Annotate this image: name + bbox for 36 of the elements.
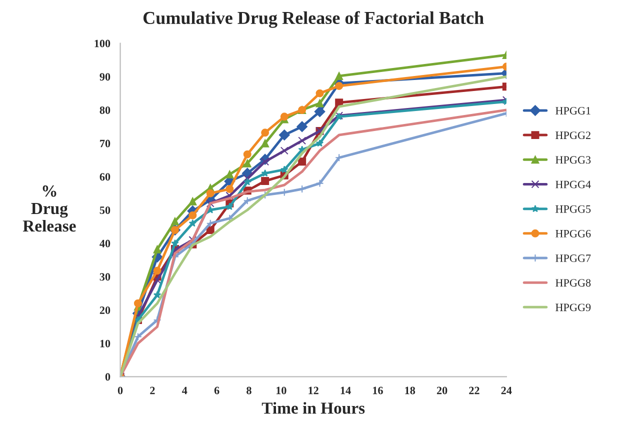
y-tick-label: 20 <box>100 306 110 314</box>
y-tick-label: 40 <box>100 240 110 248</box>
x-tick-label: 12 <box>308 386 318 394</box>
x-tick-label: 0 <box>118 386 123 394</box>
x-tick-label: 18 <box>405 386 416 394</box>
legend-label: HPGG5 <box>556 205 591 213</box>
x-tick-label: 14 <box>340 386 351 394</box>
legend-label: HPGG3 <box>556 156 591 164</box>
y-tick-label: 100 <box>94 40 110 48</box>
y-tick-label: 10 <box>100 340 110 348</box>
y-tick-label: 80 <box>100 106 110 114</box>
x-tick-label: 16 <box>373 386 383 394</box>
x-tick-label: 8 <box>246 386 252 394</box>
chart-title: Cumulative Drug Release of Factorial Batch <box>143 11 484 28</box>
legend-label: HPGG4 <box>556 180 591 188</box>
x-tick-label: 20 <box>436 386 448 394</box>
x-tick-label: 10 <box>276 386 286 394</box>
y-tick-label: 60 <box>100 173 110 181</box>
y-tick-label: 50 <box>100 206 110 214</box>
x-tick-label: 6 <box>214 386 220 394</box>
legend-label: HPGG1 <box>556 107 590 114</box>
y-tick-label: 70 <box>100 140 110 148</box>
y-tick-label: 90 <box>100 73 110 81</box>
legend-label: HPGG9 <box>556 304 591 312</box>
legend-label: HPGG2 <box>556 132 590 140</box>
y-axis-title: % Drug Release <box>22 185 76 232</box>
y-tick-label: 30 <box>100 273 110 281</box>
x-tick-label: 4 <box>182 386 188 394</box>
legend-label: HPGG6 <box>556 230 591 238</box>
x-tick-label: 22 <box>469 386 480 394</box>
legend-label: HPGG8 <box>556 279 591 287</box>
x-axis-title: Time in Hours <box>262 402 365 414</box>
y-tick-label: 0 <box>105 373 110 381</box>
legend-label: HPGG7 <box>556 254 591 262</box>
x-tick-label: 24 <box>501 386 512 394</box>
x-tick-label: 2 <box>150 386 155 394</box>
